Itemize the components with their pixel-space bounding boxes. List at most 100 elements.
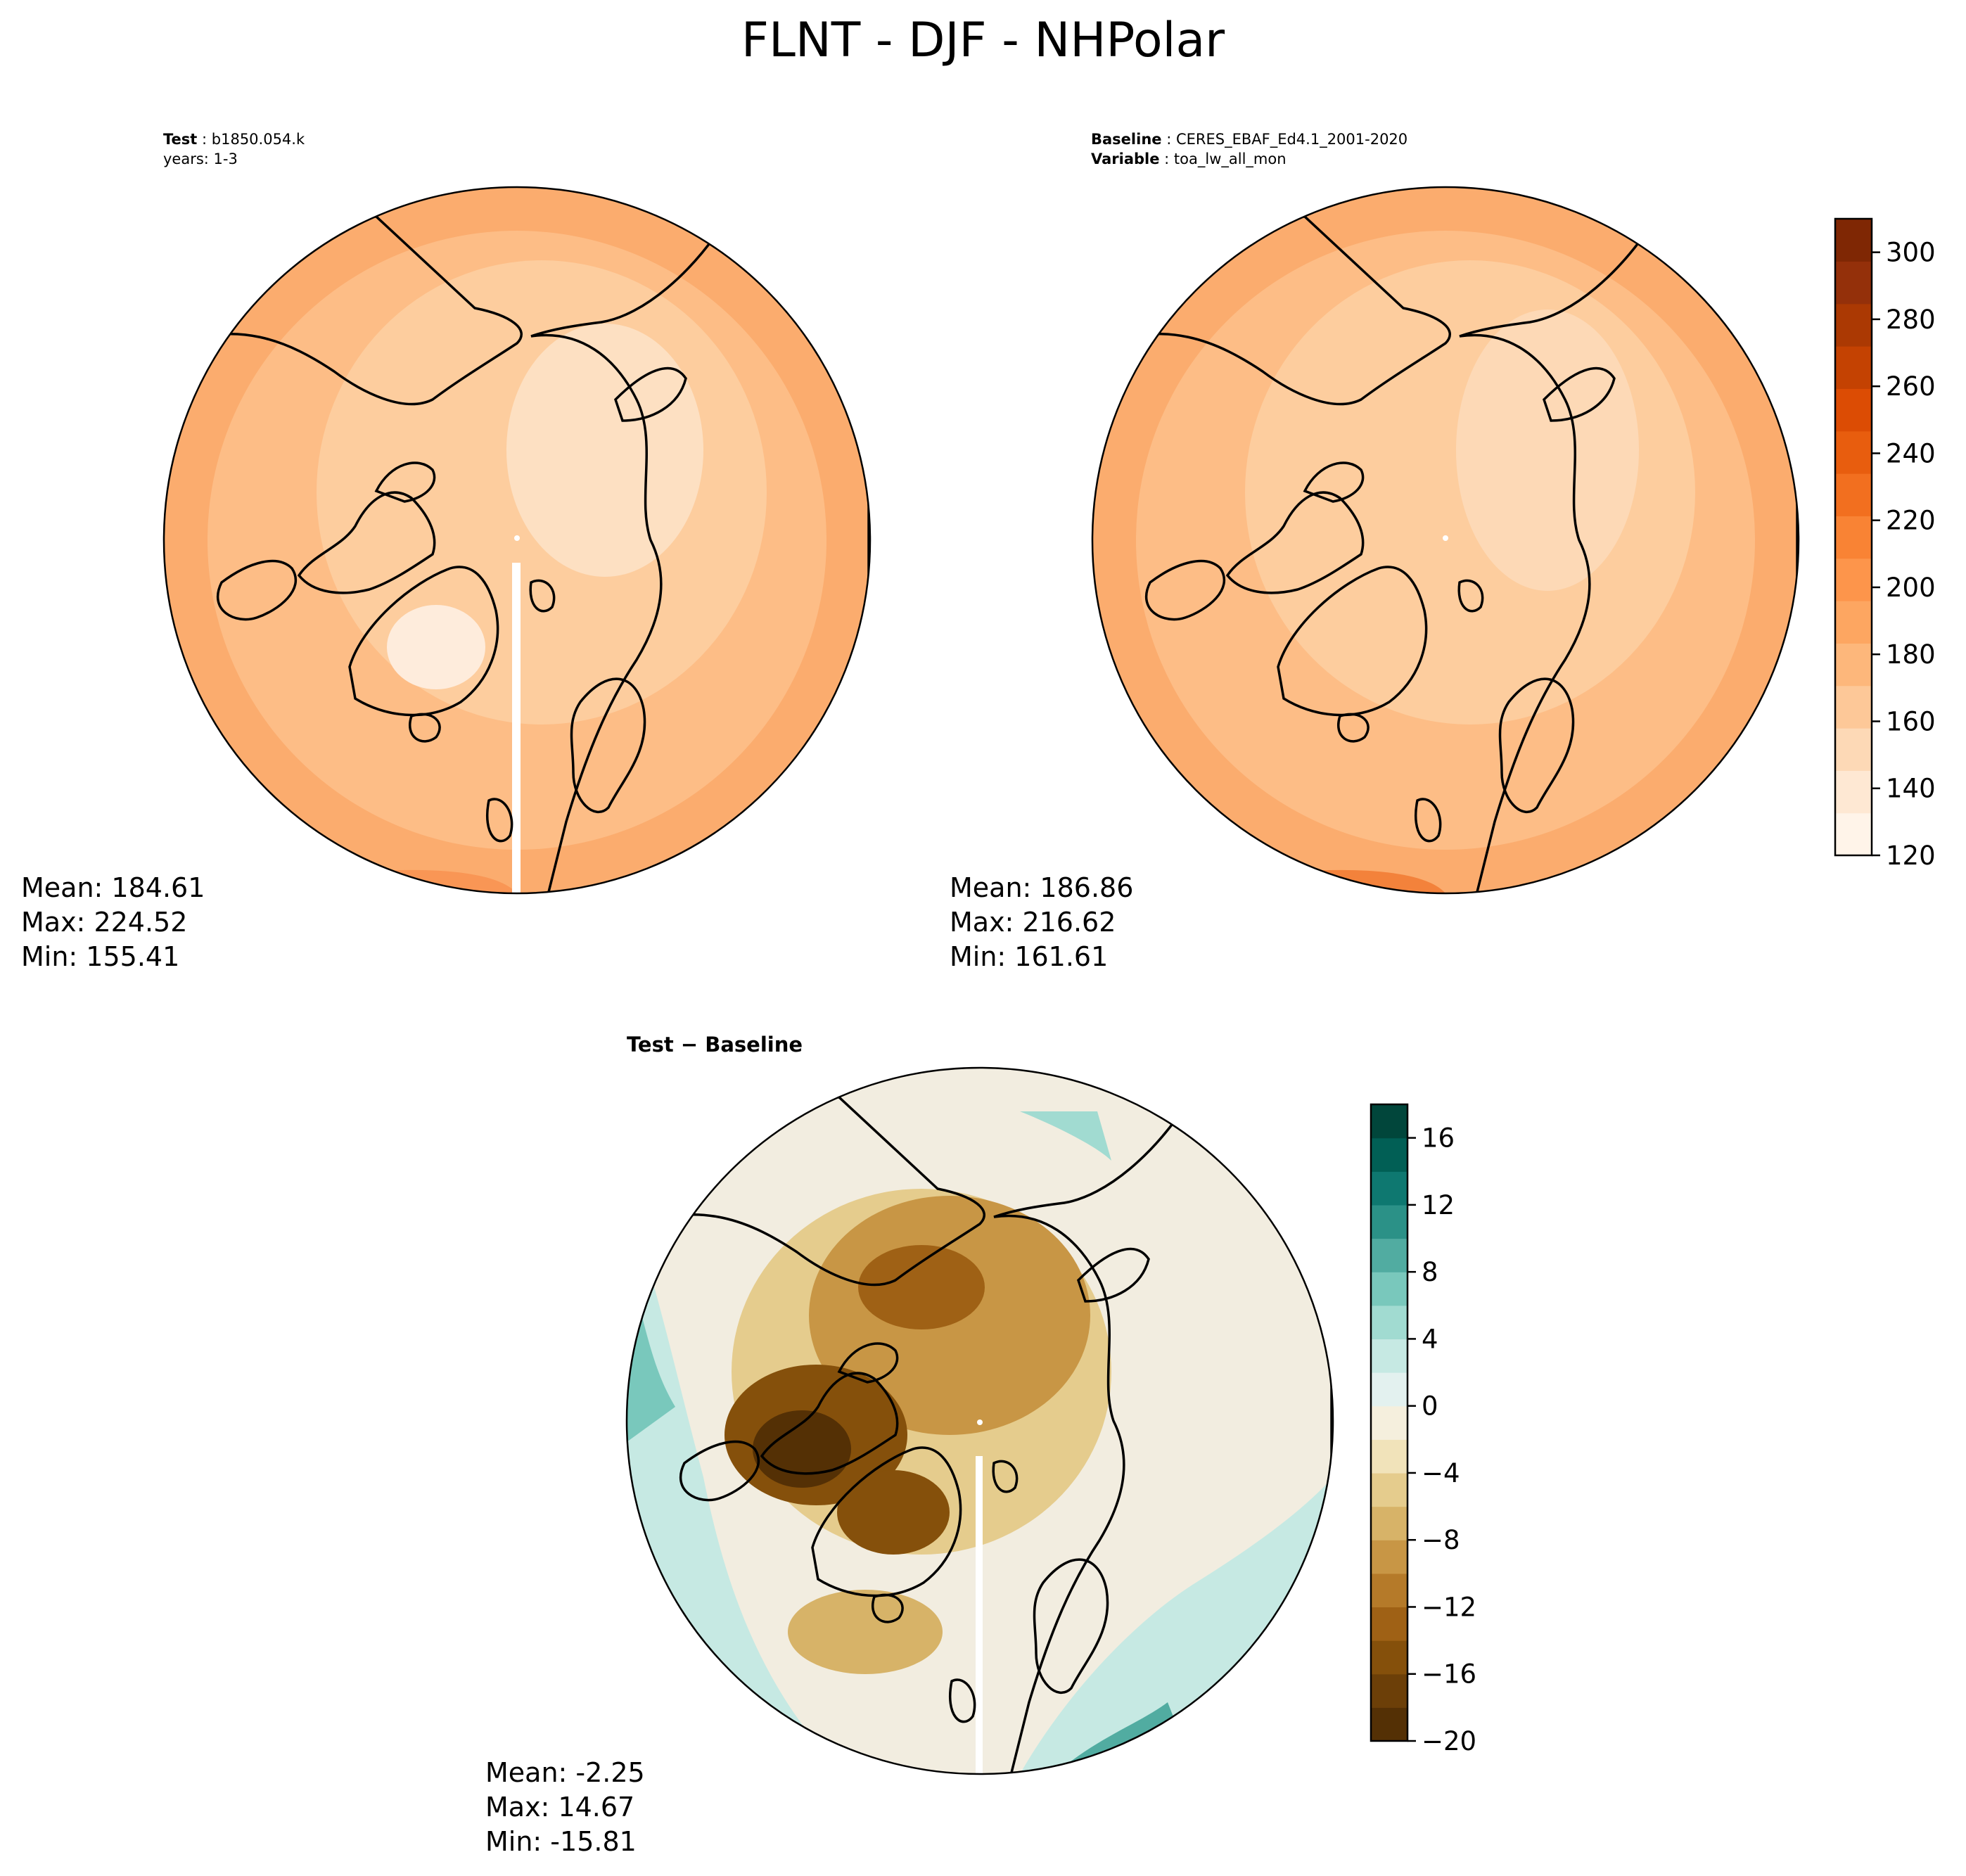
baseline-pole-marker (1443, 535, 1448, 541)
baseline-map-boundary (1091, 186, 1800, 895)
colorbar-diff-swatch (1371, 1472, 1408, 1507)
test-header: Test : b1850.054.k years: 1-3 (163, 129, 305, 169)
test-pole-marker (514, 535, 520, 541)
test-years: years: 1-3 (163, 151, 238, 167)
diff-map-seam (976, 1456, 983, 1774)
baseline-colon: : (1161, 131, 1176, 148)
colorbar-main-tick-label: 140 (1886, 774, 1936, 804)
diff-pole-marker (977, 1419, 983, 1425)
colorbar-diff-swatch (1371, 1171, 1408, 1206)
test-label-key: Test (163, 131, 198, 148)
colorbar-diff-swatch (1371, 1573, 1408, 1608)
colorbar-main-swatch (1835, 473, 1872, 516)
colorbar-diff-tick-label: −4 (1422, 1458, 1460, 1488)
colorbar-diff-swatch (1371, 1707, 1408, 1742)
baseline-label-key: Baseline (1091, 131, 1162, 148)
diff-map-boundary (625, 1066, 1334, 1775)
colorbar-main-tick-label: 220 (1886, 506, 1936, 536)
colorbar-main: 120 140 160 180 200 220 240 260 280 300 (1834, 217, 1936, 871)
colorbar-main-swatch (1835, 601, 1872, 644)
colorbar-main-swatch (1835, 558, 1872, 601)
colorbar-main-tick-label: 300 (1886, 238, 1936, 268)
colorbar-main-tick-label: 260 (1886, 371, 1936, 402)
colorbar-diff-swatch (1371, 1104, 1408, 1139)
colorbar-diff-swatch (1371, 1305, 1408, 1340)
colorbar-main-tick-label: 160 (1886, 706, 1936, 736)
diff-map-neg-greenland (837, 1470, 950, 1555)
baseline-max: Max: 216.62 (950, 907, 1116, 938)
colorbar-diff-frame (1370, 1103, 1409, 1742)
colorbar-diff-swatch (1371, 1506, 1408, 1540)
baseline-map (1092, 187, 1799, 893)
test-map-greenland-min (387, 605, 485, 689)
test-colon: : (197, 131, 212, 148)
variable-colon: : (1159, 151, 1174, 167)
variable-label-key: Variable (1091, 151, 1160, 167)
colorbar-main-tick-label: 200 (1886, 573, 1936, 603)
test-map-boundary (162, 186, 872, 895)
test-label-value: b1850.054.k (211, 131, 305, 148)
colorbar-diff-swatch (1371, 1607, 1408, 1641)
colorbar-main-swatch (1835, 430, 1872, 474)
colorbar-main-swatch (1835, 770, 1872, 814)
colorbar-diff-swatch (1371, 1339, 1408, 1373)
colorbar-diff-swatch (1371, 1137, 1408, 1172)
colorbar-main-swatch (1835, 346, 1872, 389)
colorbar-main-swatch (1835, 516, 1872, 559)
colorbar-main-swatch (1835, 685, 1872, 729)
colorbar-main-tick-label: 180 (1886, 639, 1936, 670)
colorbar-diff-swatch (1371, 1540, 1408, 1574)
colorbar-diff-swatch (1371, 1640, 1408, 1675)
baseline-stats: Mean: 186.86 Max: 216.62 Min: 161.61 (950, 871, 1133, 974)
colorbar-main-swatch (1835, 388, 1872, 432)
test-max: Max: 224.52 (21, 907, 188, 938)
colorbar-diff-swatch (1371, 1238, 1408, 1272)
variable-label-value: toa_lw_all_mon (1173, 151, 1287, 167)
diff-min: Min: -15.81 (485, 1826, 637, 1857)
test-map-core (506, 324, 703, 577)
colorbar-diff-tick-label: 12 (1422, 1190, 1455, 1220)
diff-max: Max: 14.67 (485, 1792, 635, 1823)
diff-map (627, 1068, 1333, 1774)
colorbar-diff-tick-label: 4 (1422, 1324, 1438, 1354)
colorbar-diff-tick-label: −12 (1422, 1592, 1476, 1622)
colorbar-main-swatch (1835, 728, 1872, 771)
colorbar-main-tick-label: 240 (1886, 438, 1936, 468)
colorbar-main-swatch (1835, 261, 1872, 305)
diff-map-teal-top (1020, 1111, 1111, 1161)
colorbar-diff: 16 12 8 4 0 −4 −8 −12 −16 −20 (1370, 1103, 1476, 1756)
colorbar-main-swatch (1835, 219, 1872, 262)
baseline-min: Min: 161.61 (950, 941, 1109, 972)
diff-panel-title: Test − Baseline (627, 1033, 803, 1057)
baseline-header: Baseline : CERES_EBAF_Ed4.1_2001-2020 Va… (1091, 129, 1408, 169)
colorbar-diff-swatch (1371, 1439, 1408, 1474)
colorbar-main-swatch (1835, 643, 1872, 687)
test-map-seam (512, 563, 521, 893)
baseline-label-value: CERES_EBAF_Ed4.1_2001-2020 (1175, 131, 1408, 148)
colorbar-diff-swatch (1371, 1372, 1408, 1407)
diff-mean: Mean: -2.25 (485, 1757, 645, 1788)
colorbar-main-swatch (1835, 812, 1872, 856)
colorbar-diff-tick-label: 0 (1422, 1391, 1438, 1422)
colorbar-main-tick-label: 120 (1886, 841, 1936, 871)
diff-map-neg-center (858, 1245, 985, 1329)
test-min: Min: 155.41 (21, 941, 180, 972)
figure-title: FLNT - DJF - NHPolar (741, 13, 1225, 68)
colorbar-diff-swatch (1371, 1405, 1408, 1440)
baseline-mean: Mean: 186.86 (950, 872, 1134, 903)
colorbar-main-frame (1834, 217, 1873, 857)
colorbar-diff-swatch (1371, 1272, 1408, 1306)
colorbar-main-swatch (1835, 303, 1872, 347)
colorbar-diff-tick-label: −8 (1422, 1525, 1460, 1555)
test-mean: Mean: 184.61 (21, 872, 205, 903)
test-map (164, 187, 870, 893)
colorbar-diff-swatch (1371, 1673, 1408, 1708)
colorbar-diff-swatch (1371, 1204, 1408, 1239)
colorbar-diff-tick-label: −20 (1422, 1726, 1476, 1756)
test-stats: Mean: 184.61 Max: 224.52 Min: 155.41 (21, 871, 205, 974)
colorbar-diff-tick-label: 16 (1422, 1123, 1455, 1154)
colorbar-diff-tick-label: −16 (1422, 1659, 1476, 1690)
baseline-map-core (1456, 310, 1639, 591)
colorbar-diff-tick-label: 8 (1422, 1257, 1438, 1287)
